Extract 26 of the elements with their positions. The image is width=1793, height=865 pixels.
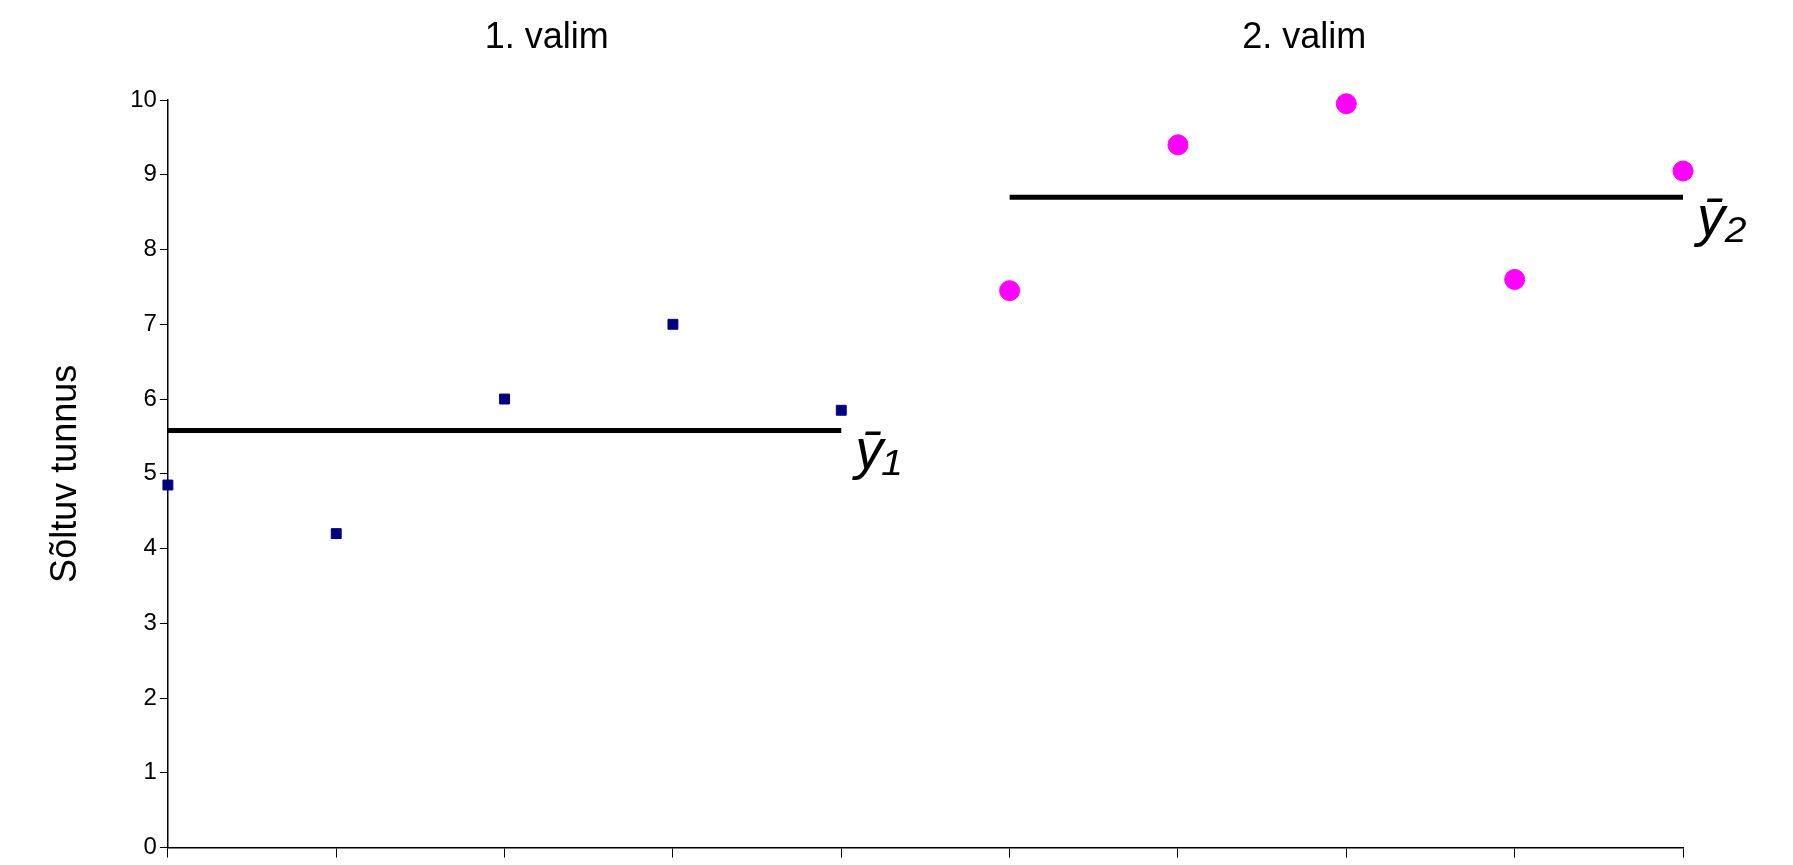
y-tick-label: 7 [143, 308, 157, 336]
point [499, 393, 511, 405]
text: 2. valim [1242, 14, 1367, 56]
y-axis-title: Sõltuv tunnus [42, 364, 84, 583]
y-tick-label: 5 [143, 458, 157, 486]
series-label: ȳ₂ [1693, 183, 1747, 247]
point [1335, 93, 1357, 115]
series-label: ȳ₁ [851, 417, 901, 481]
point [1504, 268, 1526, 290]
point [1672, 160, 1694, 182]
point [330, 528, 342, 540]
y-tick-label: 3 [143, 607, 157, 635]
y-tick-label: 4 [143, 533, 157, 561]
point [162, 479, 174, 491]
y-tick-label: 10 [130, 84, 157, 112]
y-tick-label: 2 [143, 682, 157, 710]
point [999, 280, 1021, 302]
y-tick-label: 9 [143, 159, 157, 187]
text: 1. valim [484, 14, 609, 56]
point [835, 404, 847, 416]
point [667, 318, 679, 330]
y-tick-label: 0 [143, 832, 157, 860]
y-tick-label: 8 [143, 234, 157, 262]
y-tick-label: 6 [143, 383, 157, 411]
point [1167, 134, 1189, 156]
y-tick-label: 1 [143, 757, 157, 785]
